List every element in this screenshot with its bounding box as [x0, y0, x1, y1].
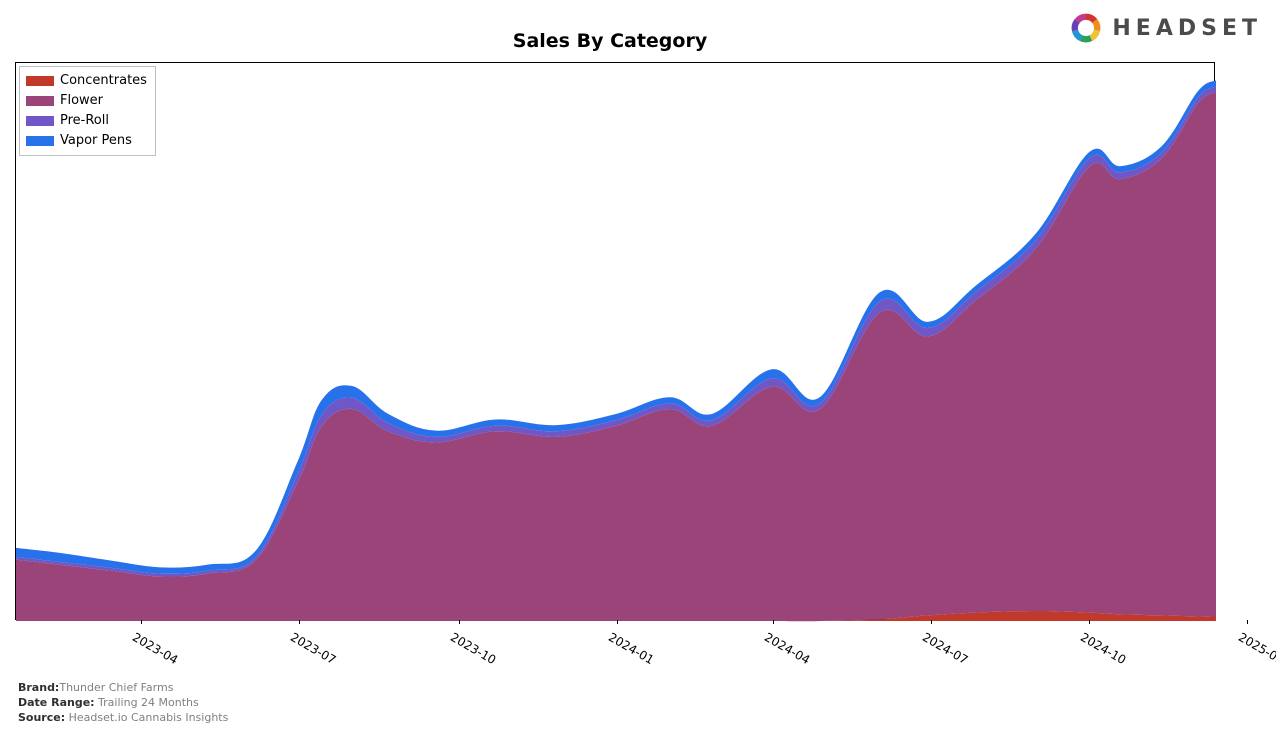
- legend-swatch: [26, 76, 54, 86]
- x-tick-label: 2024-01: [606, 630, 656, 667]
- x-tick-mark: [141, 620, 142, 624]
- legend-item-concentrates: Concentrates: [26, 71, 147, 91]
- stacked-area-chart: [16, 63, 1216, 621]
- footer-value: Headset.io Cannabis Insights: [65, 711, 228, 724]
- x-tick-label: 2024-07: [920, 630, 970, 667]
- legend-item-vapor-pens: Vapor Pens: [26, 131, 147, 151]
- x-tick-mark: [299, 620, 300, 624]
- footer-line: Brand:Thunder Chief Farms: [18, 680, 228, 695]
- x-tick-mark: [931, 620, 932, 624]
- footer-line: Date Range: Trailing 24 Months: [18, 695, 228, 710]
- legend: ConcentratesFlowerPre-RollVapor Pens: [19, 66, 156, 156]
- x-tick-mark: [459, 620, 460, 624]
- legend-swatch: [26, 96, 54, 106]
- x-tick-mark: [1089, 620, 1090, 624]
- footer-line: Source: Headset.io Cannabis Insights: [18, 710, 228, 725]
- brand-logo-text: HEADSET: [1112, 16, 1262, 41]
- legend-label: Vapor Pens: [60, 131, 132, 151]
- legend-label: Pre-Roll: [60, 111, 109, 131]
- x-tick-label: 2023-07: [288, 630, 338, 667]
- legend-label: Concentrates: [60, 71, 147, 91]
- x-tick-label: 2023-04: [130, 630, 180, 667]
- legend-label: Flower: [60, 91, 103, 111]
- chart-footer: Brand:Thunder Chief FarmsDate Range: Tra…: [18, 680, 228, 725]
- x-tick-mark: [773, 620, 774, 624]
- headset-logo-icon: [1068, 10, 1104, 46]
- x-tick-label: 2025-01: [1236, 630, 1276, 667]
- chart-title: Sales By Category: [0, 30, 1220, 52]
- legend-swatch: [26, 136, 54, 146]
- x-tick-label: 2023-10: [448, 630, 498, 667]
- area-series-flower: [16, 92, 1216, 621]
- footer-value: Thunder Chief Farms: [59, 681, 173, 694]
- x-tick-label: 2024-04: [762, 630, 812, 667]
- footer-label: Date Range:: [18, 696, 95, 709]
- plot-area: ConcentratesFlowerPre-RollVapor Pens: [15, 62, 1215, 620]
- legend-item-pre-roll: Pre-Roll: [26, 111, 147, 131]
- x-tick-mark: [617, 620, 618, 624]
- footer-label: Source:: [18, 711, 65, 724]
- footer-value: Trailing 24 Months: [95, 696, 199, 709]
- x-tick-mark: [1247, 620, 1248, 624]
- legend-swatch: [26, 116, 54, 126]
- x-tick-label: 2024-10: [1078, 630, 1128, 667]
- legend-item-flower: Flower: [26, 91, 147, 111]
- footer-label: Brand:: [18, 681, 59, 694]
- brand-logo: HEADSET: [1068, 10, 1262, 46]
